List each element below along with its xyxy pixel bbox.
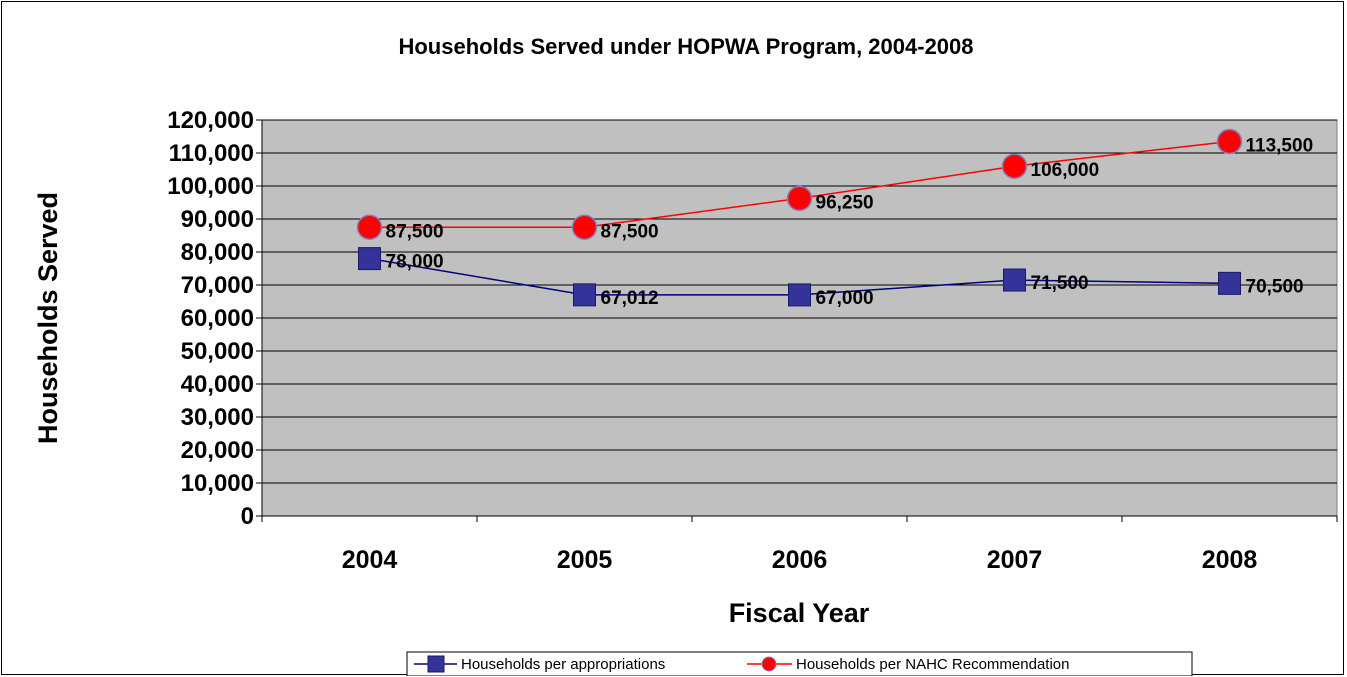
data-label: 71,500 (1031, 273, 1089, 294)
point-nahc (571, 214, 598, 240)
x-tick-label: 2005 (557, 546, 613, 574)
axes (256, 119, 1338, 522)
legend-marker-appropriations (427, 655, 445, 673)
x-tick-label: 2008 (1202, 546, 1258, 574)
data-label: 106,000 (1031, 160, 1100, 181)
point-appropriations (358, 247, 381, 271)
point-nahc (786, 185, 813, 212)
y-tick-label: 110,000 (169, 140, 254, 167)
legend-label-nahc: Households per NAHC Recommendation (796, 656, 1069, 673)
y-axis-title: Households Served (33, 192, 63, 444)
y-tick-label: 80,000 (181, 239, 254, 266)
y-tick-label: 40,000 (181, 371, 254, 398)
point-appropriations (788, 283, 811, 307)
point-appropriations (573, 283, 596, 307)
data-label: 67,000 (816, 288, 874, 309)
x-tick-label: 2006 (772, 546, 828, 574)
y-tick-labels: 0 10,000 20,000 30,000 40,000 50,000 60,000 70,… (167, 107, 254, 530)
x-tick-label: 2007 (987, 546, 1043, 574)
x-axis-title: Fiscal Year (729, 598, 870, 628)
y-tick-label: 120,000 (167, 107, 254, 134)
legend: Households per appropriations Households… (406, 651, 1193, 676)
series (356, 128, 1243, 307)
y-tick-label: 50,000 (181, 338, 254, 365)
y-tick-label: 20,000 (181, 437, 254, 464)
chart-title: Households Served under HOPWA Program, 2… (398, 34, 973, 59)
point-appropriations (1003, 268, 1026, 292)
data-labels: 78,000 67,012 67,000 71,500 70,500 87,500 87,5… (386, 135, 1314, 308)
data-label: 70,500 (1246, 276, 1304, 297)
point-nahc (356, 214, 383, 240)
x-tick-labels: 2004 2005 2006 2007 2008 (342, 546, 1258, 574)
y-tick-label: 100,000 (167, 173, 254, 200)
data-label: 78,000 (386, 252, 444, 273)
point-appropriations (1218, 271, 1241, 295)
y-tick-label: 90,000 (181, 206, 254, 233)
x-tick-label: 2004 (342, 546, 398, 574)
legend-marker-nahc (761, 656, 777, 672)
y-tick-label: 0 (241, 503, 254, 530)
legend-label-appropriations: Households per appropriations (461, 656, 665, 673)
point-nahc (1001, 153, 1028, 179)
data-label: 113,500 (1246, 135, 1314, 156)
legend-box (406, 651, 1193, 676)
data-label: 96,250 (816, 192, 874, 213)
y-tick-label: 30,000 (181, 404, 254, 431)
y-tick-label: 60,000 (181, 305, 254, 332)
point-nahc (1216, 128, 1243, 155)
y-tick-label: 10,000 (181, 470, 254, 497)
data-label: 67,012 (601, 288, 659, 309)
y-tick-label: 70,000 (181, 272, 254, 299)
data-label: 87,500 (386, 221, 444, 242)
data-label: 87,500 (601, 221, 659, 242)
